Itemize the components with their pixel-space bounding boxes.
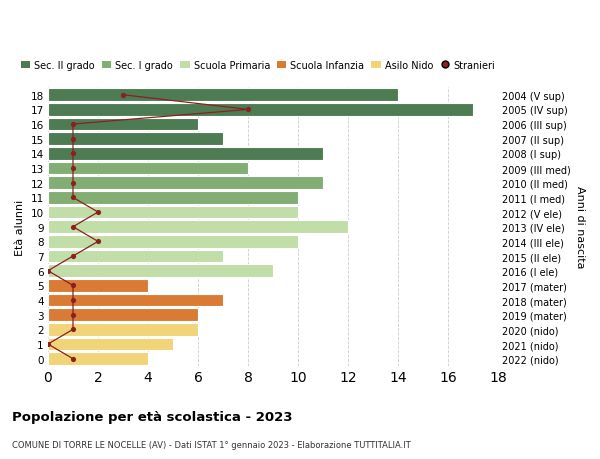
Point <box>68 311 78 319</box>
Bar <box>48 177 323 190</box>
Point <box>68 326 78 333</box>
Point <box>68 194 78 202</box>
Bar <box>48 265 273 277</box>
Point <box>68 136 78 143</box>
Bar <box>48 148 323 160</box>
Point <box>68 121 78 129</box>
Point <box>93 209 103 216</box>
Bar <box>48 90 398 102</box>
Bar <box>48 221 348 234</box>
Y-axis label: Anni di nascita: Anni di nascita <box>575 186 585 269</box>
Bar <box>48 104 473 117</box>
Bar <box>48 235 298 248</box>
Point <box>43 268 53 275</box>
Bar <box>48 280 148 292</box>
Bar <box>48 162 248 175</box>
Bar <box>48 250 223 263</box>
Point <box>68 224 78 231</box>
Point <box>243 106 253 114</box>
Bar <box>48 324 198 336</box>
Point <box>68 179 78 187</box>
Bar <box>48 118 198 131</box>
Point <box>68 253 78 260</box>
Y-axis label: Età alunni: Età alunni <box>15 199 25 255</box>
Text: Popolazione per età scolastica - 2023: Popolazione per età scolastica - 2023 <box>12 410 293 423</box>
Bar <box>48 133 223 146</box>
Bar <box>48 353 148 365</box>
Point <box>93 238 103 246</box>
Point <box>68 151 78 158</box>
Bar <box>48 192 298 204</box>
Bar <box>48 207 298 219</box>
Point <box>68 297 78 304</box>
Point <box>68 165 78 172</box>
Point <box>68 282 78 290</box>
Point <box>118 92 128 99</box>
Text: COMUNE DI TORRE LE NOCELLE (AV) - Dati ISTAT 1° gennaio 2023 - Elaborazione TUTT: COMUNE DI TORRE LE NOCELLE (AV) - Dati I… <box>12 441 411 449</box>
Bar <box>48 338 173 351</box>
Legend: Sec. II grado, Sec. I grado, Scuola Primaria, Scuola Infanzia, Asilo Nido, Stran: Sec. II grado, Sec. I grado, Scuola Prim… <box>17 57 499 75</box>
Point <box>43 341 53 348</box>
Bar <box>48 294 223 307</box>
Bar <box>48 309 198 321</box>
Point <box>68 355 78 363</box>
